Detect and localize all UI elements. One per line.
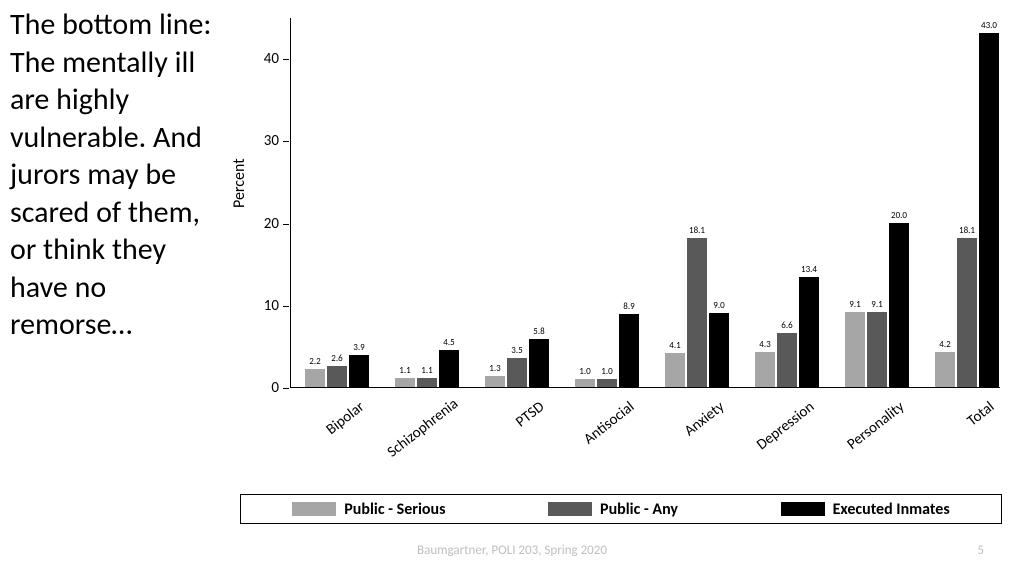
- bar: [597, 379, 617, 387]
- legend-swatch: [292, 502, 336, 516]
- value-label: 9.0: [704, 300, 734, 311]
- category-label: Antisocial: [564, 398, 638, 461]
- value-label: 3.9: [344, 342, 374, 353]
- bar: [417, 378, 437, 387]
- bar: [485, 376, 505, 387]
- value-label: 20.0: [884, 210, 914, 221]
- value-label: 18.1: [952, 225, 982, 236]
- bar: [957, 238, 977, 387]
- y-tick: [283, 141, 289, 142]
- bar: [979, 33, 999, 387]
- plot-area: 0102030402.22.63.9Bipolar1.11.14.5Schizo…: [290, 18, 1000, 388]
- category-label: Anxiety: [654, 398, 728, 461]
- page-number: 5: [977, 543, 984, 558]
- chart: Percent 0102030402.22.63.9Bipolar1.11.14…: [230, 8, 1010, 478]
- value-label: 8.9: [614, 301, 644, 312]
- heading-text: The bottom line: The mentally ill are hi…: [10, 6, 220, 344]
- y-tick-label: 20: [255, 215, 279, 233]
- legend-item: Public - Serious: [292, 500, 445, 519]
- y-tick: [283, 224, 289, 225]
- y-tick-label: 40: [255, 50, 279, 68]
- bar: [619, 314, 639, 387]
- bar: [575, 379, 595, 387]
- value-label: 4.1: [660, 340, 690, 351]
- bar: [799, 277, 819, 387]
- bar: [935, 352, 955, 387]
- value-label: 1.0: [592, 366, 622, 377]
- y-tick: [283, 388, 289, 389]
- value-label: 4.3: [750, 339, 780, 350]
- bar: [665, 353, 685, 387]
- legend-swatch: [548, 502, 592, 516]
- value-label: 4.5: [434, 337, 464, 348]
- bar: [845, 312, 865, 387]
- value-label: 6.6: [772, 320, 802, 331]
- y-tick-label: 10: [255, 297, 279, 315]
- category-label: Bipolar: [294, 398, 368, 461]
- bar: [867, 312, 887, 387]
- value-label: 2.6: [322, 353, 352, 364]
- bar: [395, 378, 415, 387]
- category-label: PTSD: [474, 398, 548, 461]
- category-label: Schizophrenia: [384, 398, 458, 461]
- value-label: 13.4: [794, 264, 824, 275]
- footer-text: Baumgartner, POLI 203, Spring 2020: [0, 543, 1024, 558]
- y-tick: [283, 59, 289, 60]
- value-label: 18.1: [682, 225, 712, 236]
- category-label: Depression: [744, 398, 818, 461]
- bar: [687, 238, 707, 387]
- bar: [889, 223, 909, 387]
- bar: [709, 313, 729, 387]
- bar: [349, 355, 369, 387]
- category-label: Personality: [834, 398, 908, 461]
- value-label: 5.8: [524, 326, 554, 337]
- value-label: 1.1: [412, 365, 442, 376]
- legend-item: Public - Any: [548, 500, 678, 519]
- value-label: 1.3: [480, 363, 510, 374]
- y-tick-label: 0: [255, 379, 279, 397]
- bar: [305, 369, 325, 387]
- bar: [507, 358, 527, 387]
- y-tick-label: 30: [255, 132, 279, 150]
- slide: The bottom line: The mentally ill are hi…: [0, 0, 1024, 576]
- bar: [327, 366, 347, 387]
- value-label: 43.0: [974, 20, 1004, 31]
- y-tick: [283, 306, 289, 307]
- legend-swatch: [781, 502, 825, 516]
- bar: [755, 352, 775, 387]
- category-label: Total: [924, 398, 998, 461]
- bar: [439, 350, 459, 387]
- y-axis-label: Percent: [230, 158, 249, 208]
- legend: Public - Serious Public - Any Executed Inm…: [240, 494, 1002, 524]
- bar: [777, 333, 797, 387]
- bar: [529, 339, 549, 387]
- legend-item: Executed Inmates: [781, 500, 950, 519]
- value-label: 4.2: [930, 339, 960, 350]
- value-label: 9.1: [862, 299, 892, 310]
- value-label: 3.5: [502, 345, 532, 356]
